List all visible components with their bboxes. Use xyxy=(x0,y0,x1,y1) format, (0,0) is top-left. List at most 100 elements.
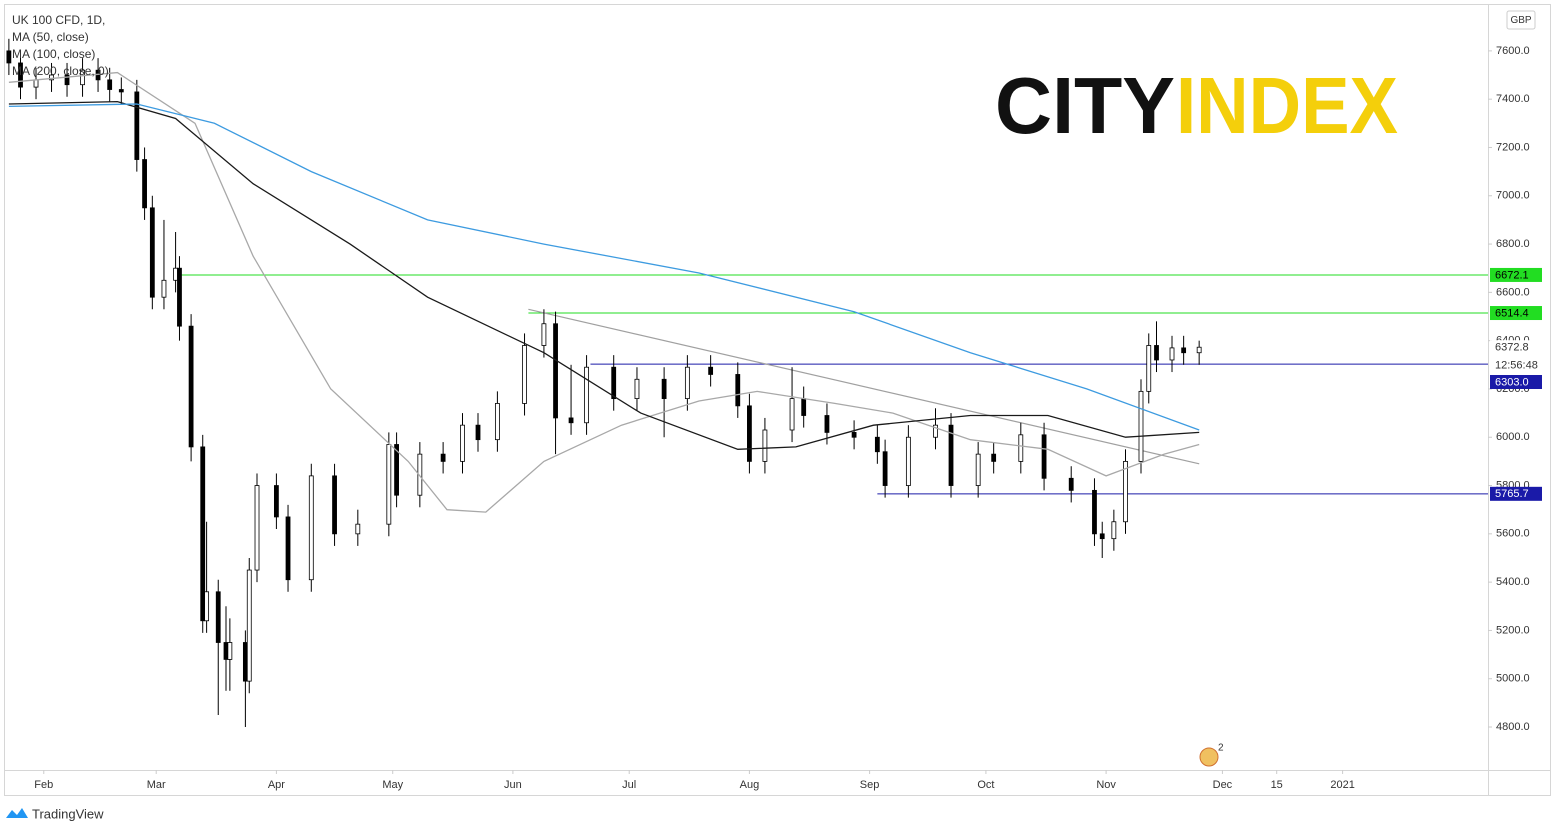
candle-body xyxy=(522,345,527,404)
moving-average xyxy=(8,71,1200,513)
candle-body xyxy=(1169,347,1175,361)
candle-body xyxy=(285,516,291,581)
x-tick-label: Jun xyxy=(504,779,522,791)
x-tick-label: Dec xyxy=(1213,779,1233,791)
candle-body xyxy=(242,642,248,682)
candle-body xyxy=(246,569,252,682)
candle-body xyxy=(215,591,221,643)
moving-average xyxy=(8,100,1200,450)
last-price-bg xyxy=(1490,340,1542,355)
candle-body xyxy=(254,485,260,571)
candle-body xyxy=(634,378,640,400)
x-tick-label: Apr xyxy=(268,779,285,791)
x-tick-label: Nov xyxy=(1096,779,1116,791)
candle-body xyxy=(789,398,795,431)
candle-body xyxy=(661,378,667,400)
y-tick-label: 7000.0 xyxy=(1496,190,1530,202)
price-box xyxy=(1490,267,1542,282)
logo-index: INDEX xyxy=(1176,61,1398,150)
price-box-label: 6514.4 xyxy=(1495,307,1529,319)
candle-body xyxy=(475,424,481,441)
countdown: 12:56:48 xyxy=(1495,359,1538,371)
event-icon[interactable] xyxy=(1199,747,1219,767)
candle-body xyxy=(355,523,361,535)
moving-average xyxy=(8,103,1200,431)
currency: GBP xyxy=(1510,15,1531,26)
candle-body xyxy=(223,642,229,660)
x-tick-label: Jul xyxy=(622,779,636,791)
candle-body xyxy=(118,89,124,93)
candle-body xyxy=(227,642,233,660)
trendline xyxy=(528,308,1200,465)
y-tick-label: 7600.0 xyxy=(1496,45,1530,57)
candle-body xyxy=(1196,346,1202,354)
candle-body xyxy=(684,366,690,400)
candle-body xyxy=(107,79,113,90)
price-box-label: 6672.1 xyxy=(1495,269,1529,281)
price-box-label: 5765.7 xyxy=(1495,488,1529,500)
y-tick-label: 6800.0 xyxy=(1496,238,1530,250)
y-tick-label: 7400.0 xyxy=(1496,93,1530,105)
y-tick-label: 5000.0 xyxy=(1496,673,1530,685)
candle-body xyxy=(64,74,70,86)
candle-body xyxy=(1068,477,1074,491)
candle-body xyxy=(541,323,547,346)
x-tick-label: Sep xyxy=(860,779,880,791)
candle-body xyxy=(460,424,465,462)
candle-body xyxy=(975,453,981,486)
candle-body xyxy=(933,424,938,438)
candle-body xyxy=(177,267,182,327)
candle-body xyxy=(161,279,167,298)
x-tick-label: 2021 xyxy=(1330,779,1354,791)
countdown-bg xyxy=(1490,358,1542,372)
candle-body xyxy=(332,475,337,535)
price-box xyxy=(1490,306,1542,321)
candle-body xyxy=(1111,521,1117,540)
logo-city: CITY xyxy=(995,61,1175,150)
last-price: 6372.8 xyxy=(1495,342,1529,354)
candle-body xyxy=(394,444,399,496)
candle-body xyxy=(762,429,768,462)
brand[interactable]: TradingView xyxy=(32,806,104,821)
event-badge[interactable]: 2 xyxy=(1218,743,1224,754)
candle-body xyxy=(747,405,752,462)
candle-body xyxy=(417,453,423,496)
candle-body xyxy=(874,436,880,453)
candle-body xyxy=(1041,434,1047,479)
price-box xyxy=(1490,375,1542,389)
candle-body xyxy=(584,366,589,424)
candle-body xyxy=(1154,345,1159,361)
candle-body xyxy=(824,415,830,433)
candle-body xyxy=(440,453,446,462)
candle-body xyxy=(1123,460,1128,523)
y-tick-label: 6600.0 xyxy=(1496,286,1530,298)
candle-body xyxy=(173,267,178,281)
candle-body xyxy=(80,69,85,86)
candle-body xyxy=(33,79,39,88)
candle-body xyxy=(801,398,807,416)
candle-body xyxy=(188,325,194,448)
currency-box xyxy=(1506,10,1536,30)
candle-body xyxy=(1092,489,1097,535)
logo-bg xyxy=(990,70,1402,150)
y-tick-label: 5200.0 xyxy=(1496,624,1530,636)
candle-body xyxy=(568,417,574,424)
candle-body xyxy=(882,451,888,486)
candle-body xyxy=(553,323,558,419)
x-tick-label: Feb xyxy=(34,779,53,791)
y-tick-label: 5400.0 xyxy=(1496,576,1530,588)
candle-body xyxy=(308,475,314,581)
candle-body xyxy=(611,366,617,400)
candle-body xyxy=(991,453,997,462)
candle-body xyxy=(1099,533,1105,540)
y-tick-label: 7200.0 xyxy=(1496,141,1530,153)
candle-body xyxy=(386,444,392,525)
x-tick-label: 15 xyxy=(1271,779,1283,791)
candle-body xyxy=(851,432,857,438)
y-tick-label: 4800.0 xyxy=(1496,721,1530,733)
candle-body xyxy=(200,446,206,622)
price-box xyxy=(1490,486,1542,501)
candle-body xyxy=(708,366,714,375)
